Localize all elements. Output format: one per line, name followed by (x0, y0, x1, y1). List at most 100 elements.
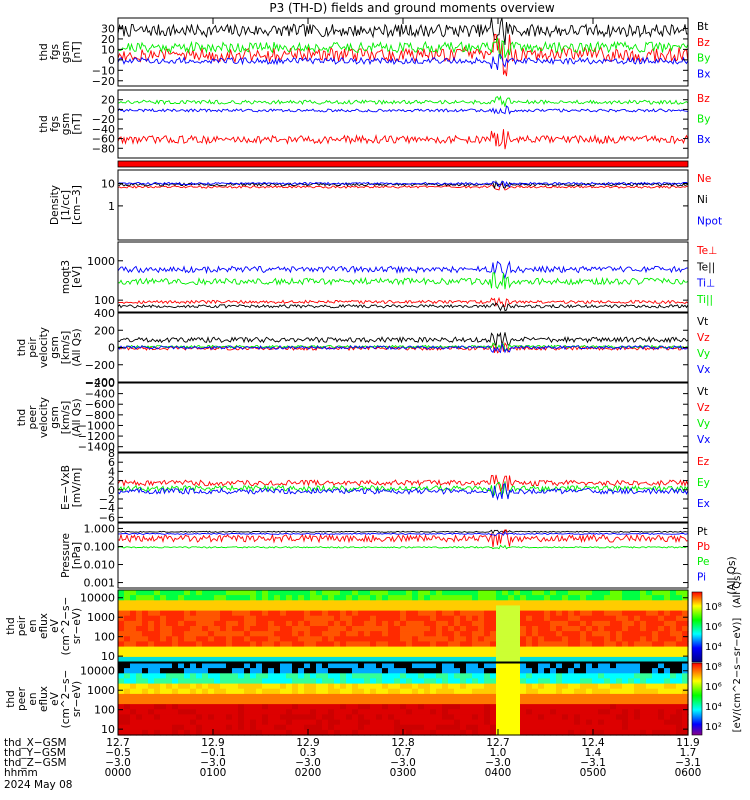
spectrogram-cell (448, 620, 455, 627)
spectrogram-cell (226, 631, 233, 637)
spectrogram-cell (466, 663, 473, 669)
spectrogram-cell (280, 641, 287, 648)
spectrogram-cell (184, 600, 191, 606)
spectrogram-cell (682, 688, 689, 695)
spectrogram-cell (298, 688, 305, 695)
spectrogram-cell (562, 620, 569, 627)
spectrogram-cell (682, 699, 689, 705)
spectrogram-cell (664, 631, 671, 637)
spectrogram-cell (154, 678, 161, 685)
spectrogram-cell (358, 605, 365, 612)
spectrogram-cell (256, 724, 263, 731)
spectrogram-cell (136, 709, 143, 715)
spectrogram-cell (496, 626, 503, 632)
spectrogram-cell (388, 724, 395, 731)
spectrogram-cell (358, 704, 365, 710)
spectrogram-cell (124, 590, 131, 596)
spectrogram-cell (262, 600, 269, 606)
spectrogram-cell (640, 693, 647, 700)
spectrogram-cell (376, 646, 383, 653)
spectrogram-cell (226, 719, 233, 726)
spectrogram-cell (592, 729, 599, 736)
spectrogram-cell (358, 688, 365, 695)
spectrogram-cell (232, 729, 239, 736)
flag-bar (117, 160, 689, 168)
spectrogram-cell (322, 714, 329, 721)
spectrogram-cell (382, 699, 389, 705)
spectrogram-cell (670, 590, 677, 596)
ytick-label: −6 (99, 511, 115, 524)
spectrogram-cell (442, 678, 449, 685)
spectrogram-cell (202, 693, 209, 700)
spectrogram-cell (646, 678, 653, 685)
spectrogram-cell (334, 595, 341, 601)
spectrogram-cell (154, 656, 161, 663)
spectrogram-cell (202, 656, 209, 663)
spectrogram-cell (328, 668, 335, 674)
spectrogram-cell (190, 626, 197, 632)
spectrogram-cell (406, 683, 413, 690)
spectrogram-cell (568, 678, 575, 685)
spectrogram-cell (592, 724, 599, 731)
spectrogram-cell (634, 646, 641, 653)
spectrogram-cell (322, 646, 329, 653)
spectrogram-cell (670, 641, 677, 648)
spectrogram-cell (400, 631, 407, 637)
spectrogram-cell (520, 631, 527, 637)
spectrogram-cell (328, 683, 335, 690)
spectrogram-cell (382, 610, 389, 617)
spectrogram-cell (664, 620, 671, 627)
spectrogram-cell (430, 673, 437, 679)
spectrogram-cell (532, 620, 539, 627)
spectrogram-cell (268, 610, 275, 617)
spectrogram-cell (358, 673, 365, 679)
spectrogram-cell (436, 595, 443, 601)
spectrogram-cell (430, 656, 437, 663)
spectrogram-cell (298, 678, 305, 685)
spectrogram-cell (514, 724, 521, 731)
spectrogram-cell (142, 699, 149, 705)
spectrogram-cell (196, 620, 203, 627)
ylabel-line: thd (5, 617, 17, 634)
spectrogram-cell (412, 651, 419, 658)
spectrogram-cell (160, 590, 167, 596)
spectrogram-cell (622, 663, 629, 669)
spectrogram-cell (478, 719, 485, 726)
spectrogram-cell (268, 719, 275, 726)
spectrogram-cell (274, 699, 281, 705)
spectrogram-cell (484, 605, 491, 612)
spectrogram-cell (394, 719, 401, 726)
spectrogram-cell (220, 699, 227, 705)
spectrogram-cell (274, 590, 281, 596)
spectrogram-cell (550, 699, 557, 705)
spectrogram-cell (646, 636, 653, 642)
spectrogram-cell (418, 626, 425, 632)
spectrogram-cell (550, 620, 557, 627)
spectrogram-cell (376, 693, 383, 700)
spectrogram-cell (376, 626, 383, 632)
spectrogram-cell (292, 646, 299, 653)
spectrogram-cell (538, 610, 545, 617)
spectrogram-cell (508, 626, 515, 632)
spectrogram-cell (616, 600, 623, 606)
spectrogram-cell (532, 693, 539, 700)
spectrogram-cell (460, 615, 467, 622)
spectrogram-cell (382, 646, 389, 653)
spectrogram-cell (556, 673, 563, 679)
spectrogram-cell (574, 719, 581, 726)
spectrogram-cell (622, 688, 629, 695)
spectrogram-cell (148, 699, 155, 705)
spectrogram-cell (274, 714, 281, 721)
spectrogram-cell (454, 605, 461, 612)
spectrogram-cell (526, 605, 533, 612)
spectrogram-cell (658, 709, 665, 715)
spectrogram-cell (376, 719, 383, 726)
spectrogram-cell (634, 600, 641, 606)
spectrogram-cell (292, 673, 299, 679)
spectrogram-cell (148, 656, 155, 663)
spectrogram-cell (502, 590, 509, 596)
spectrogram-cell (154, 668, 161, 674)
spectrogram-cell (142, 641, 149, 648)
spectrogram-cell (370, 719, 377, 726)
spectrogram-cell (448, 605, 455, 612)
